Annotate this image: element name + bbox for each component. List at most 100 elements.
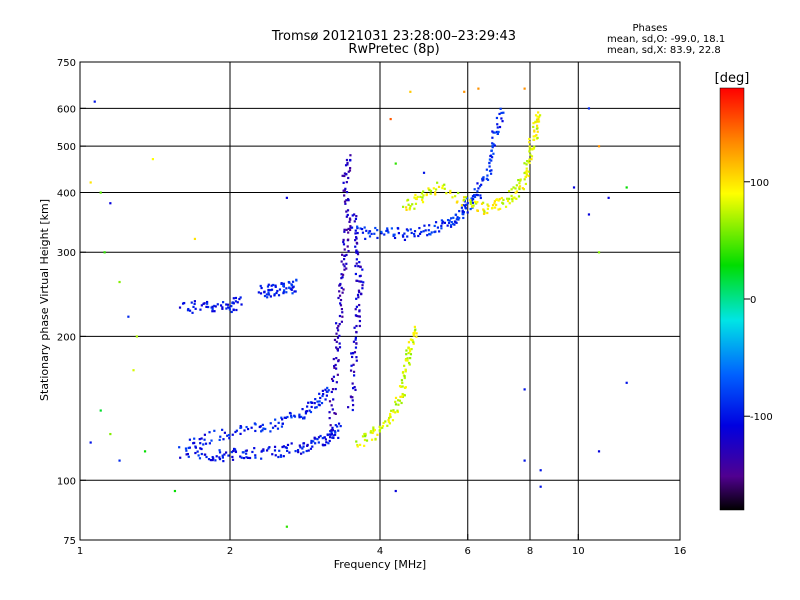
data-point (299, 452, 303, 455)
data-point (326, 386, 329, 390)
data-point (401, 395, 404, 398)
data-point (218, 451, 222, 454)
colorbar-tick-label: -100 (750, 412, 773, 423)
data-point (345, 253, 348, 257)
data-point (188, 309, 192, 312)
data-point (285, 291, 288, 294)
data-point (206, 302, 209, 305)
data-point (353, 326, 356, 329)
data-point (318, 404, 321, 407)
data-point (341, 311, 344, 314)
data-point (527, 170, 530, 173)
data-point (207, 458, 211, 461)
data-point (394, 400, 397, 403)
data-point (132, 369, 135, 372)
data-point (322, 392, 325, 396)
data-point (407, 346, 410, 349)
data-point (414, 328, 417, 331)
data-point (354, 338, 357, 341)
data-point (476, 190, 479, 193)
data-point (424, 229, 427, 232)
data-point (293, 290, 296, 293)
data-point (231, 455, 234, 459)
data-point (333, 412, 336, 415)
data-point (99, 191, 102, 194)
data-point (194, 445, 197, 448)
data-point (451, 196, 454, 199)
y-axis-ticks: 75 100 200 300 400 500 600 750 (57, 58, 86, 547)
data-point (525, 163, 528, 166)
data-point (269, 422, 272, 425)
data-point (407, 361, 411, 365)
data-point (376, 229, 379, 232)
data-point (205, 455, 208, 459)
data-point (191, 311, 194, 314)
data-point (420, 192, 424, 195)
data-point (319, 396, 322, 400)
data-point (493, 200, 496, 203)
data-point (506, 197, 509, 200)
data-point (482, 201, 485, 204)
data-point (461, 212, 464, 216)
data-point (458, 209, 461, 213)
data-point (436, 181, 439, 184)
data-point (354, 236, 358, 239)
data-point (426, 234, 429, 237)
colorbar (719, 87, 745, 511)
data-point (359, 443, 362, 446)
data-point (508, 202, 511, 205)
data-point (498, 112, 501, 116)
data-point (490, 207, 494, 210)
data-point (354, 346, 358, 349)
data-point (315, 406, 318, 409)
data-point (345, 228, 348, 231)
data-point (320, 401, 324, 405)
data-point (227, 306, 230, 309)
data-point (363, 444, 366, 447)
data-point (212, 457, 215, 460)
data-point (425, 193, 428, 196)
data-point (428, 188, 431, 192)
data-point (332, 398, 335, 401)
data-point (351, 382, 354, 385)
data-point (259, 292, 263, 295)
data-point (364, 237, 367, 241)
data-point (347, 406, 350, 409)
data-point (290, 288, 293, 291)
data-point (135, 335, 138, 338)
data-point (334, 431, 337, 434)
data-point (282, 282, 285, 285)
data-point (351, 396, 354, 399)
data-point (454, 213, 458, 216)
data-point (523, 459, 526, 462)
data-point (533, 129, 536, 132)
data-point (436, 226, 440, 229)
data-point (246, 427, 250, 431)
data-point (455, 221, 458, 224)
data-point (372, 426, 375, 429)
data-point (361, 231, 365, 234)
data-point (532, 125, 535, 129)
data-point (355, 359, 358, 362)
data-point (462, 198, 466, 202)
data-point (523, 162, 526, 165)
data-point (267, 288, 270, 292)
data-point (193, 302, 196, 306)
data-point (225, 307, 228, 310)
data-point (393, 236, 397, 240)
data-point (356, 226, 359, 230)
data-point (234, 450, 238, 454)
data-point (218, 456, 221, 459)
data-point (308, 409, 311, 412)
data-point (485, 177, 488, 180)
data-point (469, 202, 472, 205)
data-point (346, 245, 349, 248)
data-point (389, 117, 392, 121)
data-point (227, 454, 230, 457)
data-point (267, 291, 270, 294)
data-point (274, 418, 277, 421)
data-point (356, 443, 359, 447)
data-point (351, 214, 354, 217)
data-point (471, 198, 475, 201)
data-point (185, 453, 188, 456)
